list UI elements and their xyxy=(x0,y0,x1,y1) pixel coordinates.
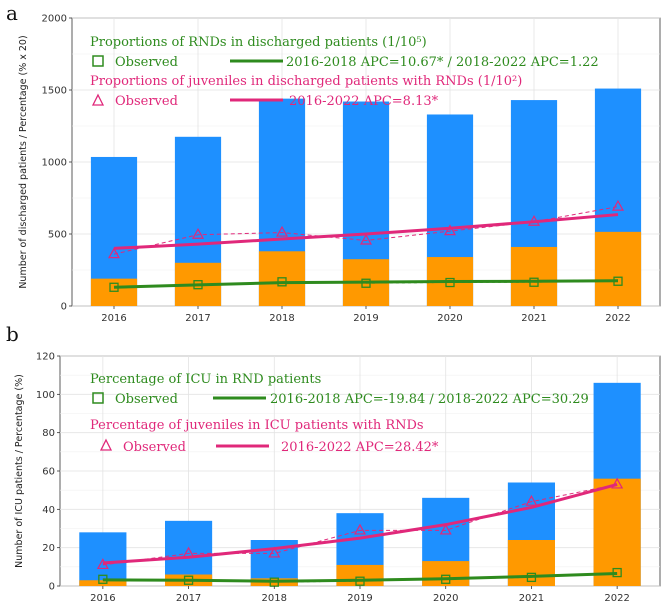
panel-a-square-marker xyxy=(109,282,119,292)
legend-a-title-rnd: Proportions of RNDs in discharged patien… xyxy=(90,35,427,50)
panel-a-ytick-label: 2000 xyxy=(42,14,67,25)
panel-b-triangle-marker xyxy=(525,494,538,506)
panel-a-juvenile-bar xyxy=(258,251,306,306)
panel-b-ytick-label: 20 xyxy=(42,543,55,554)
panel-a-ytick-label: 0 xyxy=(61,302,67,313)
panel-a-triangle-marker xyxy=(107,247,121,259)
panel-a-triangle-marker xyxy=(527,215,541,226)
panel-a-triangle-marker xyxy=(191,227,205,239)
panel-b-xtick-label: 2019 xyxy=(347,593,372,604)
legend-a-fit-rnd: 2016-2018 APC=10.67* / 2018-2022 APC=1.2… xyxy=(286,55,599,70)
legend-b-observed-icu: Observed xyxy=(115,392,178,407)
panel-a: a 0 500 1000 1500 2000 2016 2017 2018 2019 2020 20… xyxy=(6,1,661,324)
legend-a-title-juvenile: Proportions of juveniles in discharged p… xyxy=(90,74,522,89)
panel-b-plot: 0 20 40 60 80 100 120 2016 2017 2018 2019 2020 2021 2… xyxy=(14,352,661,604)
panel-b: b 0 20 40 60 80 100 120 2016 2017 2018 2019 2020 202… xyxy=(6,322,661,604)
panel-a-square-marker xyxy=(529,277,539,287)
panel-b-triangle-marker xyxy=(182,546,195,558)
panel-b-juvenile-bar xyxy=(336,564,384,586)
panel-b-xtick-label: 2020 xyxy=(433,593,458,604)
panel-a-plot: 0 500 1000 1500 2000 2016 2017 2018 2019 2020 2021… xyxy=(18,14,661,324)
panel-b-xtick-label: 2021 xyxy=(519,593,544,604)
panel-b-ytick-label: 60 xyxy=(42,467,55,478)
panel-b-square-marker xyxy=(441,574,451,584)
panel-a-square-marker xyxy=(277,277,287,287)
panel-a-square-marker xyxy=(361,278,371,288)
panel-b-triangle-marker xyxy=(96,558,109,570)
legend-a-fit-juvenile: 2016-2022 APC=8.13* xyxy=(289,94,439,109)
panel-a-green-fit-line xyxy=(113,279,619,289)
panel-b-green-fit-line xyxy=(102,572,618,583)
panel-b-xtick-label: 2016 xyxy=(90,593,115,604)
legend-b-fit-icu: 2016-2018 APC=-19.84 / 2018-2022 APC=30.… xyxy=(270,392,589,407)
panel-a-juvenile-bar xyxy=(594,231,642,306)
panel-b-juvenile-bar xyxy=(507,540,555,586)
panel-a-square-marker xyxy=(613,276,623,286)
panel-b-juvenile-bar xyxy=(422,561,470,586)
legend-a-observed-rnd: Observed xyxy=(115,55,178,70)
panel-a-juvenile-bar xyxy=(510,246,558,306)
panel-b-triangle-marker xyxy=(353,523,367,535)
panel-b-label: b xyxy=(6,322,19,346)
panel-b-square-marker xyxy=(183,575,194,585)
panel-a-ytick-label: 1500 xyxy=(42,86,67,97)
legend-a-square-marker xyxy=(92,55,104,67)
legend-b-square-marker xyxy=(92,392,104,404)
panel-a-xtick-label: 2021 xyxy=(521,313,546,324)
panel-a-triangle-marker xyxy=(443,224,457,236)
panel-a-ytick-label: 500 xyxy=(48,230,67,241)
panel-a-xtick-label: 2017 xyxy=(185,313,210,324)
panel-a-triangle-marker xyxy=(359,233,373,245)
legend-b-triangle-marker xyxy=(99,438,113,451)
panel-b-triangle-marker xyxy=(439,523,452,535)
panel-a-square-marker xyxy=(193,280,203,290)
panel-b-ytick-label: 100 xyxy=(36,390,55,401)
panel-b-square-marker xyxy=(98,574,108,584)
panel-b-square-marker xyxy=(355,576,365,586)
panel-a-xtick-label: 2019 xyxy=(353,313,378,324)
panel-b-xtick-label: 2017 xyxy=(176,593,201,604)
panel-a-triangle-marker xyxy=(611,199,625,211)
legend-a-triangle-marker xyxy=(91,93,105,106)
panel-b-ytick-label: 120 xyxy=(36,352,55,363)
panel-b-juvenile-bar xyxy=(593,478,641,586)
legend-b-observed-juvenile: Observed xyxy=(123,440,186,455)
panel-b-xtick-label: 2022 xyxy=(604,593,629,604)
panel-b-square-marker xyxy=(612,567,622,578)
panel-b-ytick-label: 80 xyxy=(42,428,55,439)
panel-b-observed-juvenile-dashed-line xyxy=(102,483,618,566)
legend-b-fit-juvenile: 2016-2022 APC=28.42* xyxy=(281,440,439,455)
panel-b-triangle-marker xyxy=(268,546,281,558)
panel-a-triangle-marker xyxy=(275,225,289,237)
panel-a-xtick-label: 2016 xyxy=(101,313,126,324)
panel-a-yaxis-title: Number of discharged patients / Percenta… xyxy=(18,35,29,288)
panel-a-xtick-label: 2020 xyxy=(437,313,462,324)
panel-a-label: a xyxy=(6,1,18,25)
panel-a-xtick-label: 2022 xyxy=(605,313,630,324)
panel-b-xtick-label: 2018 xyxy=(262,593,287,604)
panel-b-ytick-label: 0 xyxy=(49,582,55,593)
panel-a-legend: Proportions of RNDs in discharged patien… xyxy=(90,35,599,109)
panel-b-yaxis-title: Number of ICU patients / Percentage (%) xyxy=(14,374,25,568)
legend-b-title-icu: Percentage of ICU in RND patients xyxy=(90,372,321,387)
panel-b-square-marker xyxy=(526,572,537,583)
panel-a-ytick-label: 1000 xyxy=(42,158,67,169)
panel-a-square-marker xyxy=(445,277,455,288)
legend-b-title-juvenile: Percentage of juveniles in ICU patients … xyxy=(90,418,424,433)
panel-b-legend: Percentage of ICU in RND patients Observ… xyxy=(90,372,589,455)
panel-b-ytick-label: 40 xyxy=(42,505,55,516)
panel-b-triangle-marker xyxy=(611,477,624,489)
panel-a-xtick-label: 2018 xyxy=(269,313,294,324)
legend-a-observed-juvenile: Observed xyxy=(115,94,178,109)
